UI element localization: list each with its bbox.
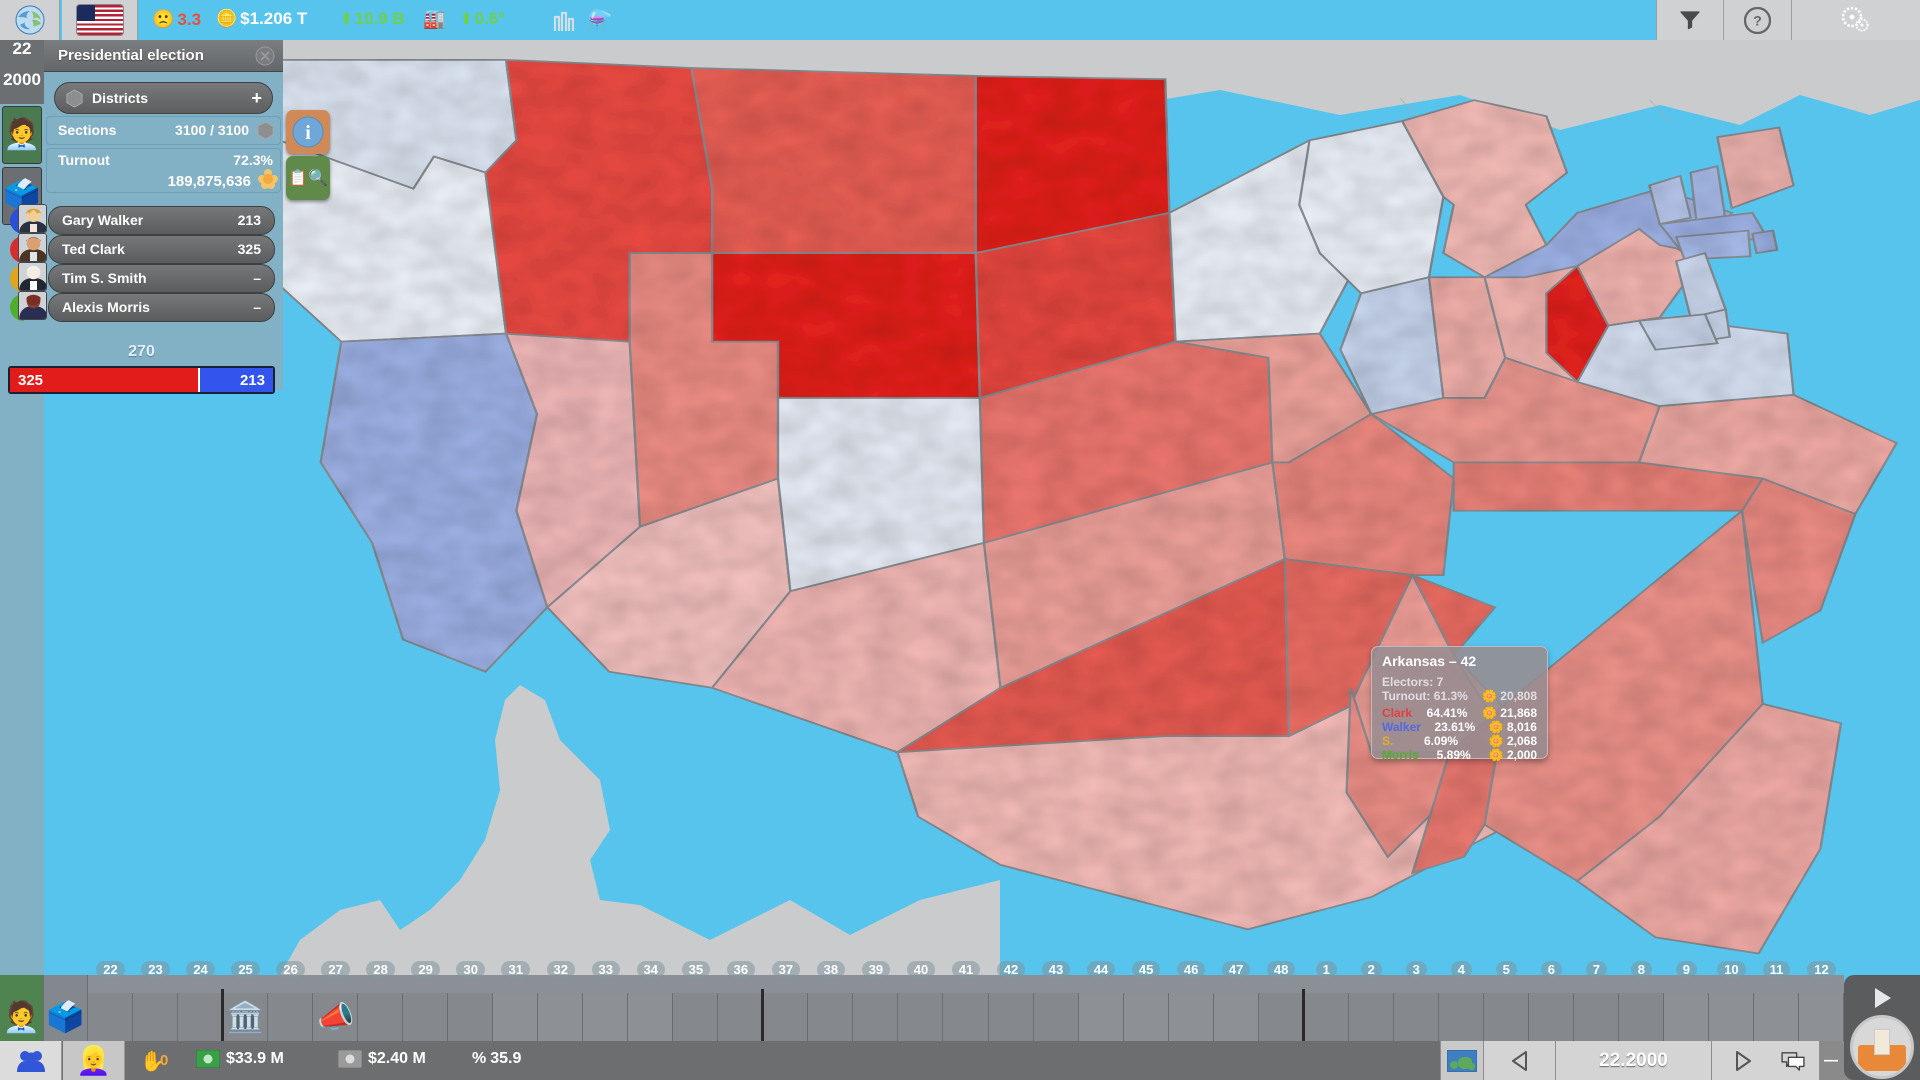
svg-text:?: ? — [1753, 12, 1762, 28]
svg-text:i: i — [305, 122, 311, 144]
